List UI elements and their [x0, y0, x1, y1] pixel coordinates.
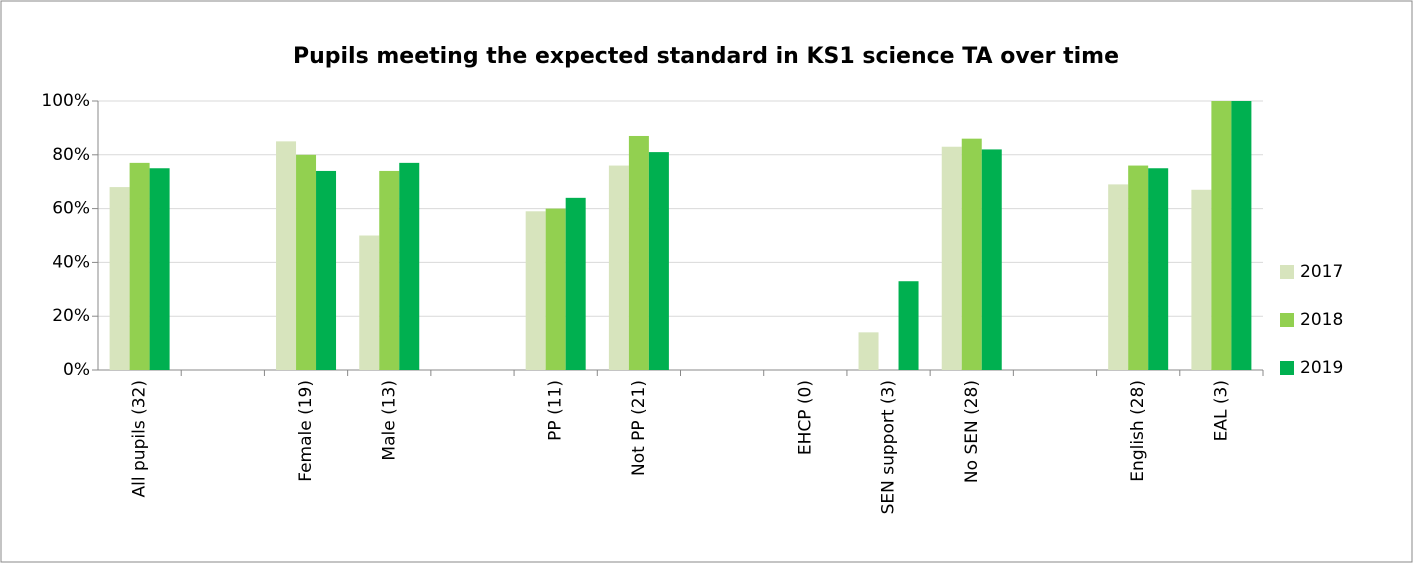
x-tick-label: EAL (3)	[1211, 380, 1231, 441]
bar	[648, 152, 669, 370]
x-tick-label: English (28)	[1128, 380, 1148, 482]
legend-label: 2018	[1300, 310, 1343, 330]
bar	[545, 208, 566, 370]
x-tick-label: No SEN (28)	[962, 380, 982, 483]
bar	[1231, 101, 1252, 370]
x-tick-label: EHCP (0)	[795, 380, 815, 455]
bar	[149, 168, 170, 370]
x-tick-label: All pupils (32)	[130, 380, 150, 497]
legend-label: 2017	[1300, 262, 1343, 282]
x-tick-label: Not PP (21)	[629, 380, 649, 476]
y-tick-label: 80%	[52, 145, 90, 165]
bar	[129, 162, 150, 370]
bar	[296, 154, 317, 370]
chart-title: Pupils meeting the expected standard in …	[293, 44, 1119, 69]
y-tick-label: 100%	[41, 91, 90, 111]
x-tick-label: Male (13)	[379, 380, 399, 461]
x-tick-label: PP (11)	[546, 380, 566, 441]
bar	[379, 170, 400, 370]
bar	[276, 141, 297, 370]
y-tick-label: 0%	[63, 360, 90, 380]
legend-swatch	[1280, 265, 1294, 279]
x-tick-label: SEN support (3)	[879, 380, 899, 514]
legend-label: 2019	[1300, 358, 1343, 378]
bar	[525, 211, 546, 370]
x-tick-label: Female (19)	[296, 380, 316, 482]
bar	[109, 187, 130, 370]
bar	[898, 281, 919, 370]
legend-swatch	[1280, 313, 1294, 327]
bar	[1191, 189, 1212, 370]
y-tick-label: 60%	[52, 199, 90, 219]
bar	[608, 165, 629, 370]
bar	[628, 135, 649, 370]
bar	[1211, 101, 1232, 370]
bar	[316, 170, 337, 370]
bar	[858, 332, 879, 370]
bar	[1108, 184, 1129, 370]
bar	[981, 149, 1002, 370]
bar	[565, 197, 586, 370]
legend-swatch	[1280, 361, 1294, 375]
bar	[399, 162, 420, 370]
bar	[1148, 168, 1169, 370]
bar	[941, 146, 962, 370]
bar	[359, 235, 380, 370]
bar	[1128, 165, 1149, 370]
bar	[961, 138, 982, 370]
y-tick-label: 20%	[52, 306, 90, 326]
y-tick-label: 40%	[52, 252, 90, 272]
